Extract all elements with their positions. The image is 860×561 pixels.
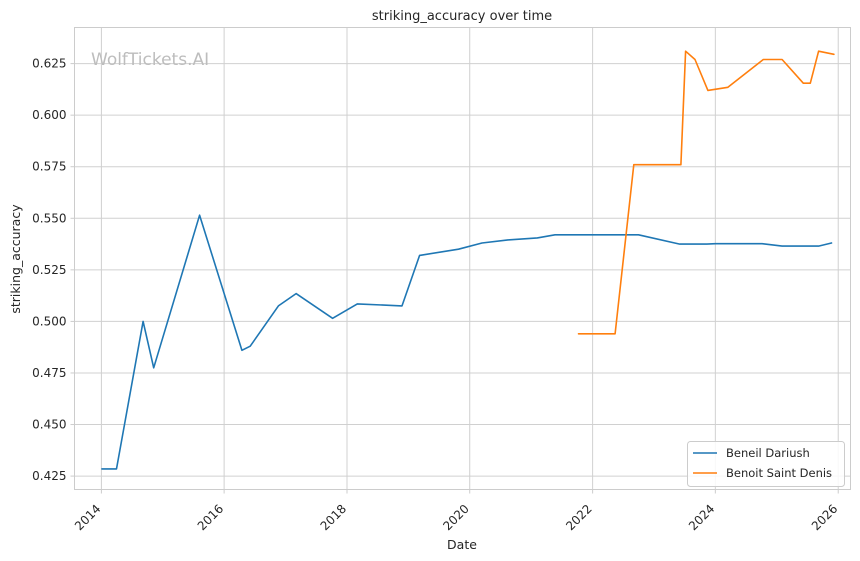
x-tick-label: 2018 [318,502,349,533]
plot-frame [74,27,851,490]
y-tick-label: 0.600 [32,108,66,122]
y-tick-label: 0.475 [32,366,66,380]
y-tick-label: 0.625 [32,57,66,71]
grid-lines [74,27,851,490]
x-tick-label: 2014 [72,502,103,533]
legend-label-beneil-dariush: Beneil Dariush [726,446,810,460]
y-tick-label: 0.500 [32,314,66,328]
watermark-text: WolfTickets.AI [91,50,209,70]
series-line-beneil-dariush [101,214,833,470]
chart-title: striking_accuracy over time [372,9,552,24]
legend-box [687,441,845,487]
x-tick-label: 2026 [809,502,840,533]
x-tick-label: 2020 [440,502,471,533]
y-tick-label: 0.425 [32,469,66,483]
series-line-benoit-saint-denis [577,50,835,335]
series-lines [101,50,835,470]
x-tick-label: 2024 [686,502,717,533]
x-axis-label: Date [447,537,477,552]
y-tick-label: 0.450 [32,418,66,432]
x-tick-label: 2022 [563,502,594,533]
y-tick-label: 0.575 [32,160,66,174]
x-tick-label: 2016 [195,502,226,533]
y-tick-label: 0.525 [32,263,66,277]
y-tick-label: 0.550 [32,211,66,225]
y-axis-label: striking_accuracy [8,204,23,314]
legend-label-benoit-saint-denis: Benoit Saint Denis [726,466,832,480]
legend: Beneil Dariush Benoit Saint Denis [687,441,845,487]
